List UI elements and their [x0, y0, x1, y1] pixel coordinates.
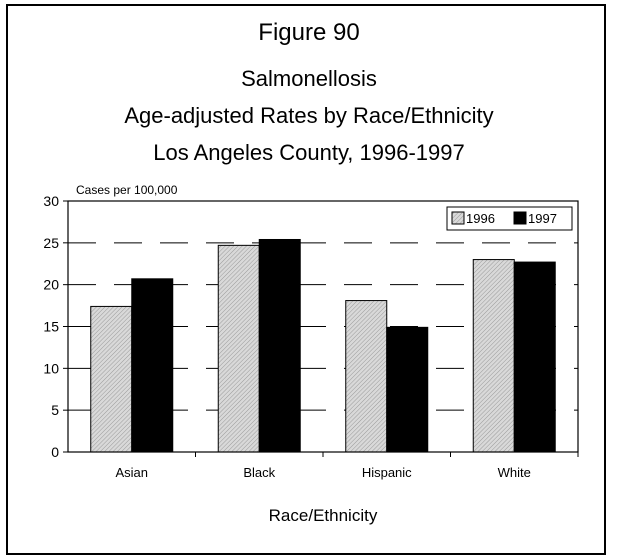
bar-1996-asian — [90, 305, 133, 453]
bar-1997-asian — [131, 278, 174, 453]
y-tick-label: 0 — [51, 444, 59, 460]
legend-swatch-1996 — [451, 211, 465, 225]
bar-1997-black — [258, 238, 301, 453]
figure-label: Figure 90 — [258, 19, 359, 46]
x-tick-labels: Asian Black Hispanic White — [115, 465, 530, 480]
y-tick-label: 5 — [51, 402, 59, 418]
legend: 1996 1997 — [446, 206, 573, 231]
x-tick-label: Hispanic — [362, 465, 412, 480]
legend-label-1996: 1996 — [466, 211, 495, 226]
x-tick-label: White — [498, 465, 531, 480]
bars — [90, 238, 556, 453]
x-axis-label: Race/Ethnicity — [269, 506, 378, 525]
bar-1996-white — [472, 259, 515, 453]
chart-title-line-2: Age-adjusted Rates by Race/Ethnicity — [124, 103, 493, 128]
bar-1996-hispanic — [345, 300, 388, 453]
bar-1996-black — [217, 244, 260, 453]
x-tick-label: Asian — [115, 465, 148, 480]
x-tick-label: Black — [243, 465, 275, 480]
axes — [63, 200, 579, 457]
y-tick-label: 15 — [43, 319, 59, 335]
y-axis-label: Cases per 100,000 — [76, 183, 178, 197]
y-tick-label: 25 — [43, 235, 59, 251]
bar-1997-hispanic — [386, 326, 429, 453]
chart-title-line-1: Salmonellosis — [241, 66, 377, 91]
legend-box — [446, 206, 573, 231]
y-tick-label: 30 — [43, 193, 59, 209]
legend-swatch-1997 — [513, 211, 527, 225]
bar-1997-white — [513, 261, 556, 453]
legend-label-1997: 1997 — [528, 211, 557, 226]
figure-frame — [6, 4, 606, 555]
y-tick-label: 10 — [43, 360, 59, 376]
y-tick-label: 20 — [43, 277, 59, 293]
chart-title-line-3: Los Angeles County, 1996-1997 — [153, 140, 465, 165]
y-tick-labels: 0 5 10 15 20 25 30 — [43, 193, 59, 460]
